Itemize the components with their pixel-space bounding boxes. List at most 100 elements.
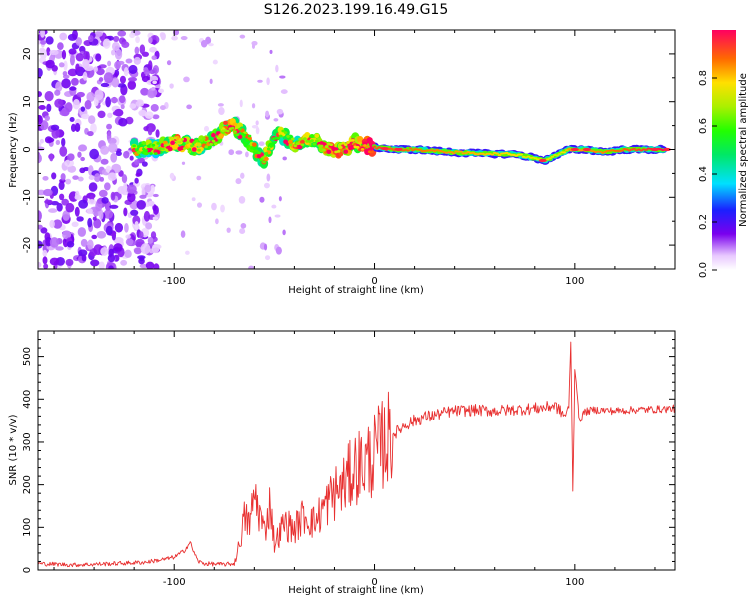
noise-blob xyxy=(248,265,255,269)
ridge-blob xyxy=(250,146,254,150)
ridge-blob xyxy=(310,139,314,143)
noise-blob xyxy=(81,113,90,120)
colorbar: 0.0 0.2 0.4 0.6 0.8 Normalized spectral ampl… xyxy=(698,30,749,278)
noise-blob xyxy=(49,49,59,56)
noise-blob xyxy=(47,137,55,143)
noise-blob xyxy=(282,156,287,161)
noise-blob xyxy=(228,149,235,156)
noise-blob xyxy=(49,237,60,248)
noise-blob xyxy=(96,231,107,239)
noise-blob xyxy=(138,231,144,239)
ridge-blob xyxy=(283,131,288,135)
ridge-blob xyxy=(370,150,374,154)
colorbar-gradient xyxy=(712,30,736,270)
noise-blob xyxy=(226,227,231,233)
noise-blob xyxy=(103,209,114,219)
x-tick-label: 100 xyxy=(565,577,584,588)
noise-blob xyxy=(42,256,48,265)
ridge-blob xyxy=(170,140,176,146)
ridge-blob xyxy=(138,147,144,152)
ridge-blob xyxy=(161,147,165,151)
noise-blob xyxy=(61,137,66,147)
noise-blob xyxy=(72,98,81,110)
noise-blob xyxy=(100,247,109,256)
noise-blob xyxy=(38,146,45,152)
ridge-blob xyxy=(295,142,300,145)
noise-blob xyxy=(209,78,213,85)
noise-blob xyxy=(39,138,44,144)
ridge-blob xyxy=(144,149,148,153)
ridge-blob xyxy=(286,135,290,138)
ridge-blob xyxy=(134,148,139,152)
ridge-blob xyxy=(545,158,550,161)
noise-blob xyxy=(123,66,129,77)
noise-blob xyxy=(58,62,65,68)
noise-blob xyxy=(117,83,127,88)
ridge-blob xyxy=(452,152,456,155)
noise-blob xyxy=(87,239,94,250)
noise-blob xyxy=(107,172,117,181)
noise-blob xyxy=(240,172,245,179)
y-tick-label: 10 xyxy=(22,95,33,108)
ridge-blob xyxy=(259,158,264,162)
noise-blob xyxy=(80,106,86,112)
noise-blob xyxy=(134,177,139,184)
noise-blob xyxy=(101,197,109,204)
ridge-blob xyxy=(238,127,242,131)
noise-blob xyxy=(87,131,94,137)
ridge-blob xyxy=(620,149,624,152)
ridge-blob xyxy=(149,152,153,155)
ridge-blob xyxy=(343,143,348,147)
noise-blob xyxy=(123,181,128,193)
ridge-blob xyxy=(375,147,379,150)
noise-blob xyxy=(45,59,55,69)
ridge-blob xyxy=(639,149,644,152)
noise-blob xyxy=(61,49,67,60)
ridge-core xyxy=(538,158,547,163)
y-tick-label: 500 xyxy=(22,347,33,366)
ridge-blob xyxy=(298,137,302,141)
ridge-blob xyxy=(389,147,394,150)
noise-blob xyxy=(61,198,69,206)
ridge-blob xyxy=(187,150,192,154)
ridge-blob xyxy=(167,146,173,152)
ridge-blob xyxy=(269,145,273,148)
ridge-blob xyxy=(254,149,259,153)
ridge-blob xyxy=(211,139,216,143)
noise-blob xyxy=(238,195,246,204)
noise-blob xyxy=(86,208,93,214)
noise-blob xyxy=(106,123,113,130)
noise-blob xyxy=(126,184,137,194)
noise-blob xyxy=(240,223,247,229)
colorbar-ticks: 0.0 0.2 0.4 0.6 0.8 xyxy=(698,70,717,278)
noise-blob xyxy=(140,243,151,255)
noise-blob xyxy=(169,172,175,180)
noise-blob xyxy=(150,231,157,240)
ridge-blob xyxy=(326,149,332,155)
noise-blob xyxy=(264,255,271,261)
ridge-blob xyxy=(141,140,147,146)
noise-blob xyxy=(171,35,178,41)
noise-blob xyxy=(128,64,138,74)
noise-blob xyxy=(107,254,116,263)
ridge-blob xyxy=(288,143,293,147)
noise-blob xyxy=(145,261,155,269)
ridge-blob xyxy=(341,141,346,145)
ridge-blob xyxy=(336,149,341,153)
ridge-blob xyxy=(567,147,572,150)
noise-blob xyxy=(278,196,282,202)
ridge-blob xyxy=(358,141,362,145)
noise-blob xyxy=(111,49,116,56)
ridge-blob xyxy=(351,138,355,142)
noise-blob xyxy=(60,173,66,181)
noise-blob xyxy=(125,238,134,246)
ridge-blob xyxy=(548,157,552,160)
noise-blob xyxy=(68,48,77,55)
noise-blob xyxy=(259,196,265,203)
noise-blob xyxy=(151,86,156,91)
ridge-blob xyxy=(329,143,334,147)
noise-blob xyxy=(65,102,73,113)
noise-blob xyxy=(69,54,75,66)
ridge-blob xyxy=(251,142,257,147)
noise-blob xyxy=(44,199,53,204)
